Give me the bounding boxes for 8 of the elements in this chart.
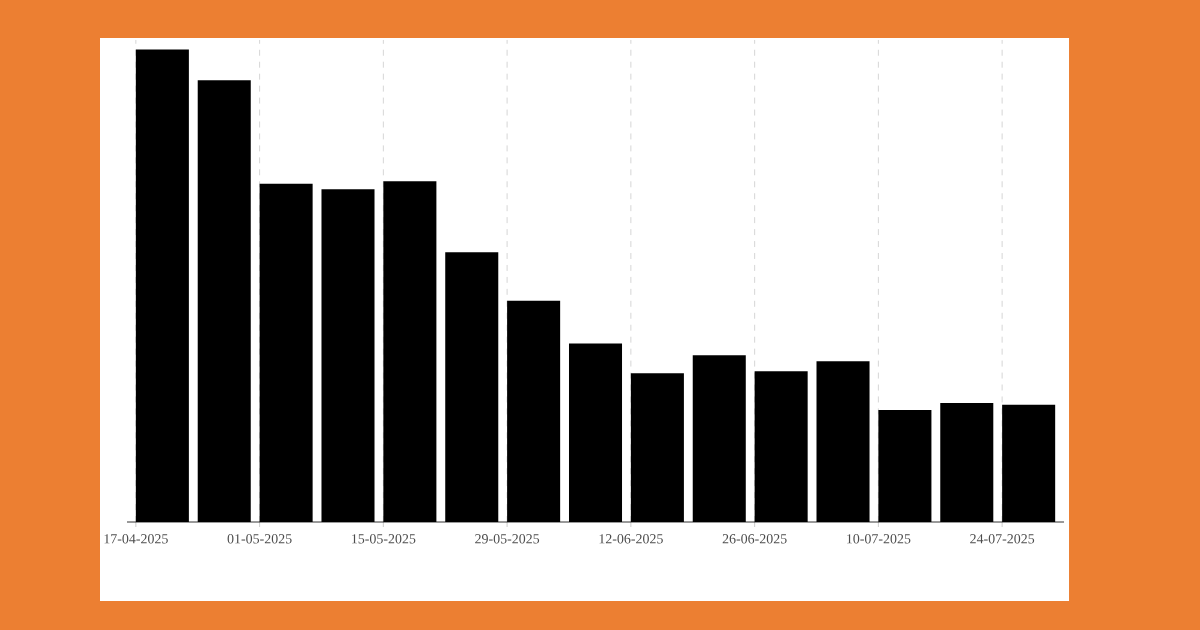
x-tick-label: 01-05-2025 bbox=[227, 534, 292, 544]
x-tick-label: 24-07-2025 bbox=[970, 534, 1035, 544]
x-tick-label: 17-04-2025 bbox=[104, 534, 168, 544]
x-tick-label: 10-07-2025 bbox=[847, 534, 911, 544]
x-tick-label: 15-05-2025 bbox=[352, 534, 416, 544]
x-tick-label: 29-05-2025 bbox=[475, 534, 540, 544]
x-tick-label: 26-06-2025 bbox=[722, 534, 787, 544]
x-tick-label: 12-06-2025 bbox=[599, 534, 663, 544]
